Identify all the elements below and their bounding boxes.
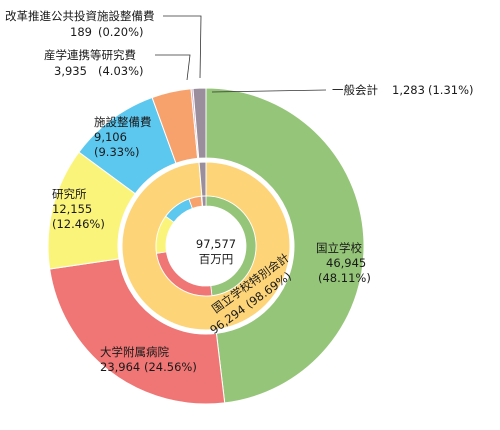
label-facility-maintenance-name: 施設整備費 [94, 115, 152, 129]
label-university-hospital-name: 大学附属病院 [100, 345, 169, 359]
label-university-hospital-pct: (24.56%) [144, 360, 197, 374]
mini-slice-6 [201, 195, 207, 207]
label-reform-investment-value: 189 [70, 25, 92, 39]
center-total-value: 97,577 [196, 237, 236, 251]
center-total-unit: 百万円 [199, 252, 234, 266]
leader-reform-investment [163, 15, 202, 79]
leader-general-account [211, 89, 327, 93]
label-reform-investment-pct: (0.20%) [98, 25, 144, 39]
label-national-schools-pct: (48.11%) [318, 271, 371, 285]
label-industry-research-value: 3,935 [54, 64, 87, 78]
label-general-account-name: 一般会計 [332, 83, 378, 97]
label-research-institute-pct: (12.46%) [52, 217, 105, 231]
leader-lines [155, 15, 327, 93]
outer-slice-6 [192, 87, 207, 159]
label-facility-maintenance-pct: (9.33%) [94, 145, 140, 159]
label-national-schools-name: 国立学校 [316, 241, 362, 255]
label-reform-investment-name: 改革推進公共投資施設整備費 [5, 9, 155, 23]
inner-ring [121, 161, 291, 331]
label-research-institute-name: 研究所 [52, 187, 87, 201]
label-general-account-pct: (1.31%) [428, 83, 474, 97]
label-research-institute-value: 12,155 [52, 202, 92, 216]
outer-slice-1 [49, 258, 226, 405]
label-facility-maintenance-value: 9,106 [94, 130, 127, 144]
outer-slice-0 [205, 87, 365, 404]
label-university-hospital-value: 23,964 [100, 360, 140, 374]
leader-industry-research [155, 54, 191, 81]
outer-ring [47, 87, 365, 405]
label-national-schools-value: 46,945 [326, 256, 366, 270]
center-hole [166, 206, 246, 286]
label-industry-research-pct: (4.03%) [98, 64, 144, 78]
label-industry-research-name: 産学連携等研究費 [44, 48, 136, 62]
label-general-account-value: 1,283 [392, 83, 425, 97]
